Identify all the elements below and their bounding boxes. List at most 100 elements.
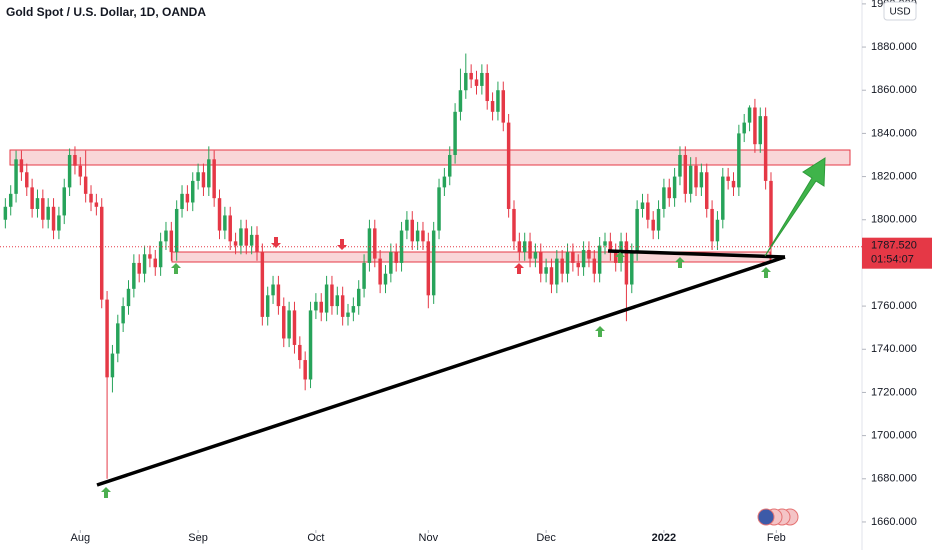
candle-body [8, 193, 13, 207]
candle-body [356, 288, 361, 307]
candle-body [506, 122, 511, 209]
x-tick-label: Dec [536, 532, 556, 544]
candle-body [367, 228, 372, 263]
trend-line [607, 249, 786, 259]
candle-body [758, 116, 763, 145]
y-tick-label: 1740.000 [871, 343, 917, 355]
currency: USD [889, 7, 910, 18]
candle-body [287, 310, 291, 339]
candle-body [324, 284, 329, 313]
candle-body [442, 176, 447, 188]
candle-body [688, 165, 693, 194]
candle-body [383, 273, 388, 285]
candle-body [464, 72, 468, 91]
projection-arrow [764, 157, 826, 257]
candle-body [180, 193, 184, 209]
candle-body [73, 154, 77, 166]
candle-body [35, 198, 40, 209]
x-tick-label: Feb [767, 532, 786, 544]
down-arrow [271, 237, 281, 248]
candle-body [255, 234, 259, 253]
up-arrow [615, 252, 625, 263]
candle-body [174, 208, 179, 253]
candle-body [378, 258, 382, 285]
candle-body [667, 187, 671, 199]
candle-body [694, 165, 698, 188]
candle-body [330, 284, 334, 307]
candle-body [276, 284, 281, 307]
candle-body [207, 159, 211, 188]
y-tick-label: 1680.000 [871, 473, 917, 485]
candle-body [148, 254, 152, 259]
signal-arrows [271, 237, 524, 274]
candle-body [228, 215, 232, 242]
candle-body [30, 187, 34, 209]
y-tick-label: 1840.000 [871, 127, 917, 139]
candle-body [99, 206, 104, 300]
candle-body [474, 79, 479, 86]
candle-body [158, 241, 163, 268]
y-tick-label: 1880.000 [871, 41, 917, 53]
candle-body [581, 249, 586, 268]
candle-body [362, 262, 366, 289]
candle-body [415, 230, 420, 242]
candle-body [389, 252, 393, 274]
candle-body [539, 252, 543, 274]
candle-body [126, 288, 131, 307]
candle-body [485, 72, 489, 102]
candle-body [351, 306, 356, 313]
candle-body [501, 90, 506, 123]
candle-body [319, 301, 323, 313]
candle-body [592, 258, 597, 274]
flag-icon[interactable] [757, 508, 799, 526]
candle-body [105, 299, 109, 378]
candle-body [496, 90, 500, 112]
candle-body [314, 301, 318, 311]
candle-body [608, 241, 613, 253]
currency-box [883, 1, 917, 21]
candle-body [191, 180, 195, 203]
candle-body [651, 219, 655, 231]
candle-body [437, 187, 441, 231]
y-tick-label: 1820.000 [871, 170, 917, 182]
candle-body [704, 172, 709, 209]
x-tick-label: Oct [307, 532, 324, 544]
candle-body [458, 90, 463, 112]
candle-body [699, 172, 704, 188]
candle-body [640, 202, 645, 209]
candle-body [212, 159, 216, 199]
candle-body [142, 254, 147, 274]
candle-body [399, 230, 404, 263]
candle-body [555, 258, 559, 285]
candle-body [41, 198, 45, 220]
candle-body [67, 154, 72, 188]
candle-body [587, 249, 591, 259]
candle-body [576, 262, 580, 268]
candle-body [715, 219, 720, 242]
candle-body [571, 252, 575, 263]
candle-body [373, 228, 377, 259]
candle-body [249, 234, 254, 246]
candle-body [480, 72, 484, 86]
candle-body [753, 107, 757, 145]
up-arrow [171, 263, 181, 274]
candle-body [46, 206, 50, 220]
up-arrow [761, 267, 771, 278]
candle-body [544, 267, 548, 274]
candle-body [239, 228, 243, 246]
candle-body [630, 252, 634, 285]
drawings [96, 157, 826, 498]
y-tick-label: 1720.000 [871, 386, 917, 398]
candle-body [62, 187, 66, 216]
candle-body [137, 262, 141, 274]
chart-title: Gold Spot / U.S. Dollar, 1D, OANDA [6, 5, 206, 19]
last-price-box [862, 237, 932, 269]
candle-body [731, 180, 736, 188]
candle-body [346, 312, 350, 317]
down-arrow [337, 239, 347, 250]
candle-body [721, 176, 725, 220]
candle-body [223, 215, 227, 231]
candle-body [57, 215, 61, 231]
candle-body [565, 252, 570, 274]
